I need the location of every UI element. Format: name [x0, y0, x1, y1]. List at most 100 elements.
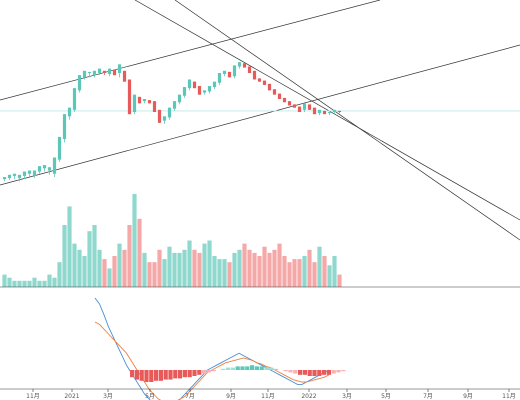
- volume-bar: [207, 240, 212, 287]
- volume-bar: [202, 243, 207, 287]
- candle-body: [337, 110, 342, 112]
- macd-bar: [158, 370, 163, 381]
- candle-body: [327, 112, 332, 114]
- candle-body: [37, 166, 42, 172]
- volume-bar: [292, 259, 297, 287]
- macd-bar: [134, 370, 139, 380]
- volume-bar: [317, 246, 322, 287]
- candle-body: [297, 106, 302, 112]
- trendline-1: [0, 44, 520, 186]
- candle-body: [277, 93, 282, 99]
- candle-body: [292, 104, 297, 108]
- volume-bar: [22, 280, 27, 287]
- candle-body: [22, 171, 27, 176]
- x-tick-label: 2021: [64, 393, 79, 400]
- volume-bar: [277, 243, 282, 287]
- candle-body: [212, 81, 217, 88]
- volume-bar: [162, 259, 167, 287]
- macd-bar: [163, 370, 168, 380]
- volume-bar: [282, 256, 287, 287]
- volume-bar: [142, 252, 147, 287]
- trendline-2: [134, 0, 520, 221]
- volume-bar: [252, 252, 257, 287]
- candle-body: [92, 70, 97, 76]
- macd-bar: [130, 370, 135, 378]
- trendline-0: [0, 0, 381, 101]
- candle-body: [252, 70, 257, 80]
- candle-body: [97, 68, 102, 73]
- macd-bar: [259, 366, 264, 370]
- x-tick-label: 11月: [261, 393, 275, 400]
- volume-bar: [322, 256, 327, 287]
- candle-body: [142, 99, 147, 102]
- volume-bar: [312, 262, 317, 287]
- volume-bar: [267, 252, 272, 287]
- candle-body: [187, 79, 192, 89]
- macd-bar: [178, 370, 183, 379]
- candle-body: [242, 63, 247, 68]
- macd-bar: [293, 370, 298, 374]
- macd-bar: [245, 366, 250, 370]
- candle-body: [262, 80, 267, 85]
- candle-body: [7, 174, 12, 179]
- candle-body: [157, 109, 162, 123]
- volume-bar: [62, 225, 67, 287]
- volume-bar: [302, 256, 307, 287]
- candle-body: [302, 103, 307, 110]
- macd-bar: [221, 368, 226, 370]
- candle-body: [267, 83, 272, 91]
- candle-body: [102, 70, 107, 73]
- macd-bar: [322, 370, 327, 375]
- volume-bar: [197, 252, 202, 287]
- x-tick-label: 9月: [226, 393, 236, 400]
- macd-bar: [317, 370, 322, 376]
- candle-body: [147, 100, 152, 104]
- macd-bar: [288, 370, 293, 373]
- volume-bar: [152, 262, 157, 287]
- macd-bar: [197, 370, 202, 375]
- macd-bar: [182, 370, 187, 378]
- volume-bar: [97, 249, 102, 287]
- volume-bar: [177, 252, 182, 287]
- volume-bar: [87, 231, 92, 287]
- macd-bar: [283, 370, 288, 372]
- candle-body: [222, 70, 227, 75]
- volume-bar: [157, 249, 162, 287]
- macd-bar: [230, 367, 235, 370]
- macd-bar: [312, 370, 317, 376]
- candle-body: [332, 109, 337, 112]
- candle-body: [62, 114, 67, 140]
- candle-body: [67, 107, 72, 117]
- macd-bar: [254, 366, 259, 370]
- x-tick-label: 5月: [145, 393, 155, 400]
- macd-bar: [192, 370, 197, 376]
- dif-line: [94, 297, 330, 400]
- candle-body: [217, 73, 222, 83]
- volume-bar: [212, 256, 217, 287]
- volume-bar: [187, 240, 192, 287]
- volume-bar: [227, 262, 232, 287]
- candle-body: [162, 116, 167, 121]
- candle-body: [237, 62, 242, 67]
- candle-body: [317, 109, 322, 114]
- trendline-3: [174, 0, 520, 241]
- candle-body: [27, 170, 32, 174]
- x-tick-label: 2022: [301, 393, 316, 400]
- candle-body: [47, 167, 52, 171]
- volume-bar: [132, 194, 137, 287]
- macd-bar: [302, 370, 307, 375]
- volume-bar: [27, 280, 32, 287]
- candle-body: [87, 71, 92, 73]
- candle-body: [107, 68, 112, 75]
- x-axis: 11月 2021 3月 5月 7月 9月 11月 2022 3月 5月 7月 9月 11月: [0, 388, 520, 400]
- volume-bar: [172, 252, 177, 287]
- candle-body: [312, 107, 317, 115]
- macd-bar: [240, 366, 245, 370]
- volume-bar: [272, 249, 277, 287]
- volume-bar: [37, 280, 42, 287]
- volume-bar: [57, 262, 62, 287]
- macd-bar: [250, 365, 255, 370]
- macd-bar: [154, 370, 159, 381]
